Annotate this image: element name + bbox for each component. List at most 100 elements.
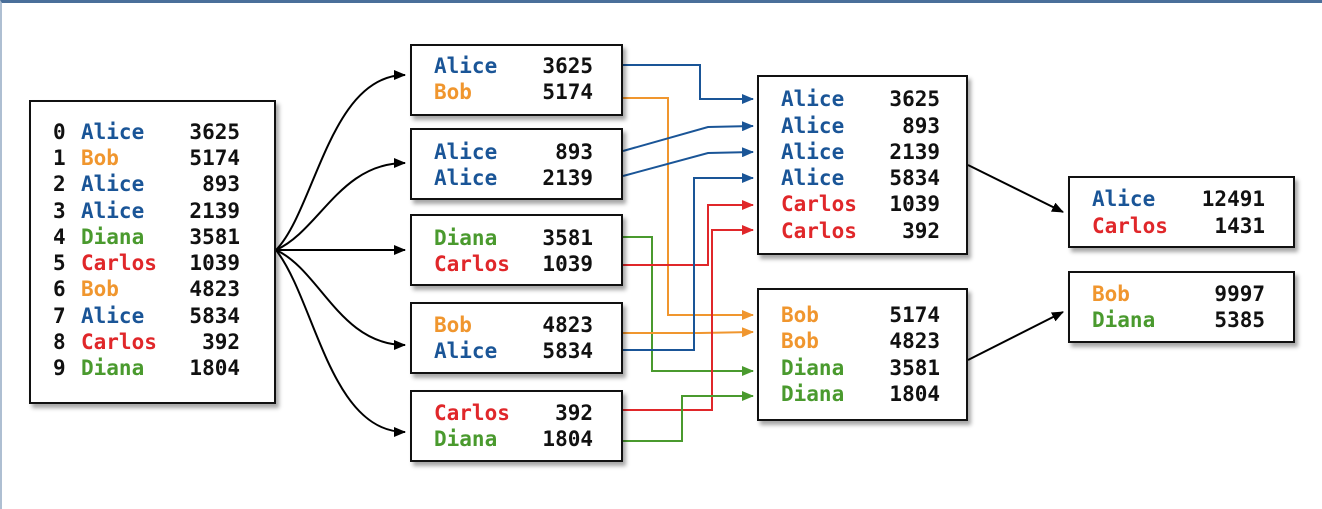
split-arrow	[275, 70, 406, 251]
input-row: 5 Carlos 1039	[31, 250, 274, 276]
row-value: 5834	[889, 166, 940, 190]
row-key: Alice	[434, 166, 498, 190]
row-value: 5174	[189, 146, 240, 170]
result-box-1: Alice 12491 Carlos 1431	[1068, 176, 1295, 248]
row-index: 0	[53, 120, 66, 144]
split-box-1: Alice 3625 Bob 5174	[410, 44, 623, 116]
result-row: Bob 9997	[1070, 281, 1293, 307]
row-key: Alice	[81, 120, 145, 144]
row-value: 12491	[1201, 187, 1265, 211]
input-row: 0 Alice 3625	[31, 119, 274, 145]
row-value: 4823	[889, 329, 940, 353]
group-row: Carlos 392	[759, 218, 966, 244]
row-value: 1804	[189, 356, 240, 380]
row-key: Diana	[81, 225, 145, 249]
input-row: 2 Alice 893	[31, 171, 274, 197]
row-key: Diana	[781, 356, 845, 380]
result-row: Diana 5385	[1070, 307, 1293, 333]
split-row: Diana 1804	[412, 426, 621, 452]
row-key: Bob	[434, 313, 472, 337]
row-key: Alice	[781, 87, 845, 111]
row-key: Bob	[1092, 282, 1130, 306]
shuffle-wire-diana	[623, 391, 754, 442]
row-value: 3581	[889, 356, 940, 380]
row-index: 2	[53, 172, 66, 196]
row-value: 2139	[189, 199, 240, 223]
row-key: Alice	[81, 172, 145, 196]
group-row: Alice 5834	[759, 165, 966, 191]
row-key: Carlos	[781, 192, 857, 216]
row-value: 893	[902, 114, 940, 138]
split-row: Alice 893	[412, 139, 621, 165]
group-row: Bob 5174	[759, 302, 966, 328]
row-key: Diana	[781, 382, 845, 406]
shuffle-wire-alice	[623, 64, 754, 104]
group-box-2: Bob 5174 Bob 4823 Diana 3581 Diana 1804	[757, 288, 968, 421]
row-key: Bob	[81, 277, 119, 301]
row-index: 4	[53, 225, 66, 249]
row-key: Alice	[434, 54, 498, 78]
row-key: Alice	[781, 114, 845, 138]
row-key: Diana	[434, 427, 498, 451]
group-row: Alice 3625	[759, 86, 966, 112]
row-value: 893	[555, 140, 593, 164]
row-key: Alice	[1092, 187, 1156, 211]
row-value: 9997	[1214, 282, 1265, 306]
row-key: Alice	[81, 304, 145, 328]
input-row: 4 Diana 3581	[31, 224, 274, 250]
row-value: 392	[902, 219, 940, 243]
row-value: 1804	[542, 427, 593, 451]
split-box-3: Diana 3581 Carlos 1039	[410, 214, 623, 286]
row-index: 6	[53, 277, 66, 301]
group-row: Bob 4823	[759, 328, 966, 354]
row-key: Alice	[434, 339, 498, 363]
row-key: Alice	[781, 166, 845, 190]
split-row: Bob 5174	[412, 79, 621, 105]
row-value: 2139	[542, 166, 593, 190]
shuffle-wire-alice	[622, 121, 754, 152]
row-value: 5385	[1214, 308, 1265, 332]
group-box-1: Alice 3625 Alice 893 Alice 2139 Alice 58…	[757, 75, 968, 255]
row-key: Alice	[434, 140, 498, 164]
split-box-4: Bob 4823 Alice 5834	[410, 302, 623, 374]
row-value: 1804	[889, 382, 940, 406]
input-row: 3 Alice 2139	[31, 198, 274, 224]
row-key: Carlos	[781, 219, 857, 243]
row-index: 9	[53, 356, 66, 380]
row-value: 2139	[889, 140, 940, 164]
row-key: Diana	[434, 226, 498, 250]
row-value: 392	[202, 330, 240, 354]
row-value: 3625	[189, 120, 240, 144]
row-value: 5174	[889, 303, 940, 327]
row-key: Alice	[81, 199, 145, 223]
row-key: Alice	[781, 140, 845, 164]
row-value: 392	[555, 401, 593, 425]
group-row: Diana 1804	[759, 381, 966, 407]
input-row: 1 Bob 5174	[31, 145, 274, 171]
split-box-2: Alice 893 Alice 2139	[410, 128, 623, 200]
split-arrow	[275, 249, 406, 437]
row-value: 1039	[542, 252, 593, 276]
row-key: Bob	[434, 80, 472, 104]
result-row: Alice 12491	[1070, 186, 1293, 212]
row-value: 1431	[1214, 214, 1265, 238]
split-arrow	[275, 158, 406, 251]
row-value: 5834	[542, 339, 593, 363]
row-index: 8	[53, 330, 66, 354]
row-value: 3625	[889, 87, 940, 111]
row-value: 1039	[189, 251, 240, 275]
input-row: 9 Diana 1804	[31, 355, 274, 381]
reduce-arrow	[967, 164, 1064, 213]
row-value: 5834	[189, 304, 240, 328]
shuffle-wire-carlos	[623, 225, 754, 411]
group-row: Alice 893	[759, 113, 966, 139]
row-value: 3625	[542, 54, 593, 78]
row-key: Carlos	[434, 252, 510, 276]
row-value: 4823	[542, 313, 593, 337]
result-row: Carlos 1431	[1070, 213, 1293, 239]
shuffle-wire-bob	[623, 327, 754, 338]
split-row: Diana 3581	[412, 225, 621, 251]
row-index: 5	[53, 251, 66, 275]
